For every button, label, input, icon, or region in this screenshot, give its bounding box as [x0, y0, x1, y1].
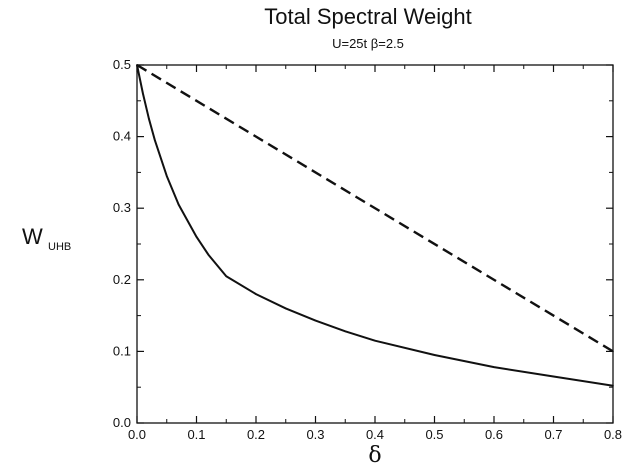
x-tick-label: 0.4	[366, 427, 384, 442]
y-tick-label: 0.3	[113, 200, 131, 215]
plot-frame	[136, 64, 614, 424]
solid-series-line	[136, 64, 614, 387]
x-tick-label: 0.1	[187, 427, 205, 442]
series-1-point	[552, 375, 555, 378]
y-tick-label: 0.0	[113, 415, 131, 430]
ticks	[136, 64, 614, 424]
series-1-point	[154, 139, 156, 141]
y-tick-label: 0.2	[113, 272, 131, 287]
series-1-point	[195, 236, 198, 238]
series-0-point	[612, 350, 614, 353]
series-1-point	[165, 175, 168, 177]
x-tick-label: 0.3	[306, 427, 324, 442]
x-tick-label: 0.2	[247, 427, 265, 442]
series-1-point	[284, 307, 287, 310]
series-1-point	[142, 92, 144, 95]
x-tick-label: 0.0	[128, 427, 146, 442]
series-1-point	[136, 64, 138, 66]
chart-title: Total Spectral Weight	[264, 4, 471, 29]
series-1-point	[177, 203, 180, 206]
series-layer	[136, 63, 614, 387]
y-tick-label: 0.5	[113, 57, 131, 72]
series-1-point	[255, 293, 257, 295]
series-1-point	[344, 330, 347, 333]
dashed-series-line	[136, 63, 614, 353]
series-1-point	[225, 275, 228, 278]
y-axis-label-main: W	[22, 224, 43, 249]
x-axis-label: δ	[368, 443, 381, 466]
chart-subtitle: U=25t β=2.5	[332, 36, 404, 51]
x-tick-label: 0.7	[544, 427, 562, 442]
x-tick-label: 0.5	[425, 427, 443, 442]
x-tick-label: 0.6	[485, 427, 503, 442]
x-tick-label: 0.8	[604, 427, 622, 442]
tick-labels: 0.0 0.1 0.2 0.3 0.4 0.5 0.6 0.7 0.8 0.0 0.1 0.2 0.3 0…	[113, 57, 622, 442]
series-1-point	[433, 354, 436, 356]
series-1-point	[612, 384, 614, 387]
y-axis-label-sub: UHB	[48, 241, 71, 253]
y-tick-label: 0.4	[113, 129, 131, 144]
series-1-point	[493, 366, 495, 368]
series-1-point	[374, 339, 376, 342]
series-1-point	[207, 253, 210, 256]
series-1-point	[148, 117, 150, 120]
y-axis-label: W UHB	[22, 224, 71, 253]
series-1-point	[314, 319, 317, 322]
y-tick-label: 0.1	[113, 343, 131, 358]
